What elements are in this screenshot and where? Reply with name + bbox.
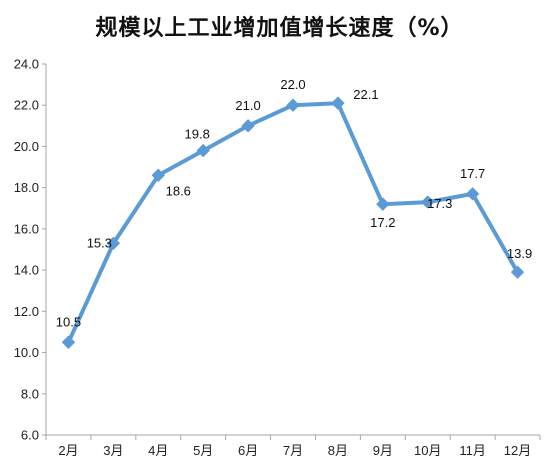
data-point-marker: [61, 335, 76, 349]
y-tick-label: 18.0: [14, 180, 39, 195]
data-point-marker: [286, 98, 300, 112]
data-point-marker: [376, 197, 390, 211]
data-label: 13.9: [507, 246, 532, 261]
data-label: 17.2: [370, 215, 395, 230]
y-tick-label: 16.0: [14, 221, 39, 236]
data-point-marker: [241, 119, 255, 133]
data-label: 10.5: [56, 314, 81, 329]
x-tick-label: 7月: [283, 443, 303, 458]
chart-title: 规模以上工业增加值增长速度（%）: [95, 16, 464, 41]
y-tick-label: 8.0: [21, 386, 39, 401]
y-tick-label: 6.0: [21, 428, 39, 443]
series-line-layer: [66, 101, 520, 345]
x-tick-label: 9月: [373, 443, 393, 458]
data-point-marker: [421, 195, 435, 209]
data-point-marker: [106, 236, 121, 251]
x-tick-label: 12月: [504, 443, 531, 458]
data-label: 18.6: [166, 183, 191, 198]
data-label: 17.3: [427, 196, 452, 211]
data-label: 22.0: [280, 77, 305, 92]
data-label: 15.3: [87, 235, 112, 250]
y-tick-label: 12.0: [14, 304, 39, 319]
data-label: 22.1: [353, 87, 378, 102]
y-tick-label: 10.0: [14, 345, 39, 360]
data-point-marker: [196, 143, 210, 158]
y-tick-label: 22.0: [14, 98, 39, 113]
axes-layer: 6.0 8.0 10.0 12.0 14.0 16.0 18.0 20.0 22.0 24.0 2月…: [14, 57, 541, 458]
x-tick-label: 6月: [238, 443, 258, 458]
data-point-marker: [465, 187, 480, 201]
y-tick-label: 24.0: [14, 57, 39, 72]
y-tick-label: 20.0: [14, 139, 39, 154]
data-point-marker: [151, 168, 165, 183]
x-tick-label: 5月: [193, 443, 213, 458]
marker-layer: [61, 96, 525, 349]
x-tick-label: 3月: [103, 443, 123, 458]
x-tick-label: 8月: [328, 443, 348, 458]
data-point-marker: [331, 96, 345, 110]
x-tick-label: 11月: [459, 443, 486, 458]
series-line: [66, 101, 520, 345]
data-point-marker: [510, 265, 525, 279]
x-tick-label: 10月: [414, 443, 441, 458]
data-label: 21.0: [235, 98, 260, 113]
x-tick-label: 4月: [148, 443, 168, 458]
y-tick-label: 14.0: [14, 263, 39, 278]
data-label-layer: 10.5 15.3 18.6 19.8 21.0 22.0 22.1 17.2 17.3 17.7…: [56, 77, 532, 329]
data-label: 19.8: [185, 127, 210, 142]
data-label: 17.7: [460, 166, 485, 181]
x-tick-label: 2月: [58, 443, 78, 458]
